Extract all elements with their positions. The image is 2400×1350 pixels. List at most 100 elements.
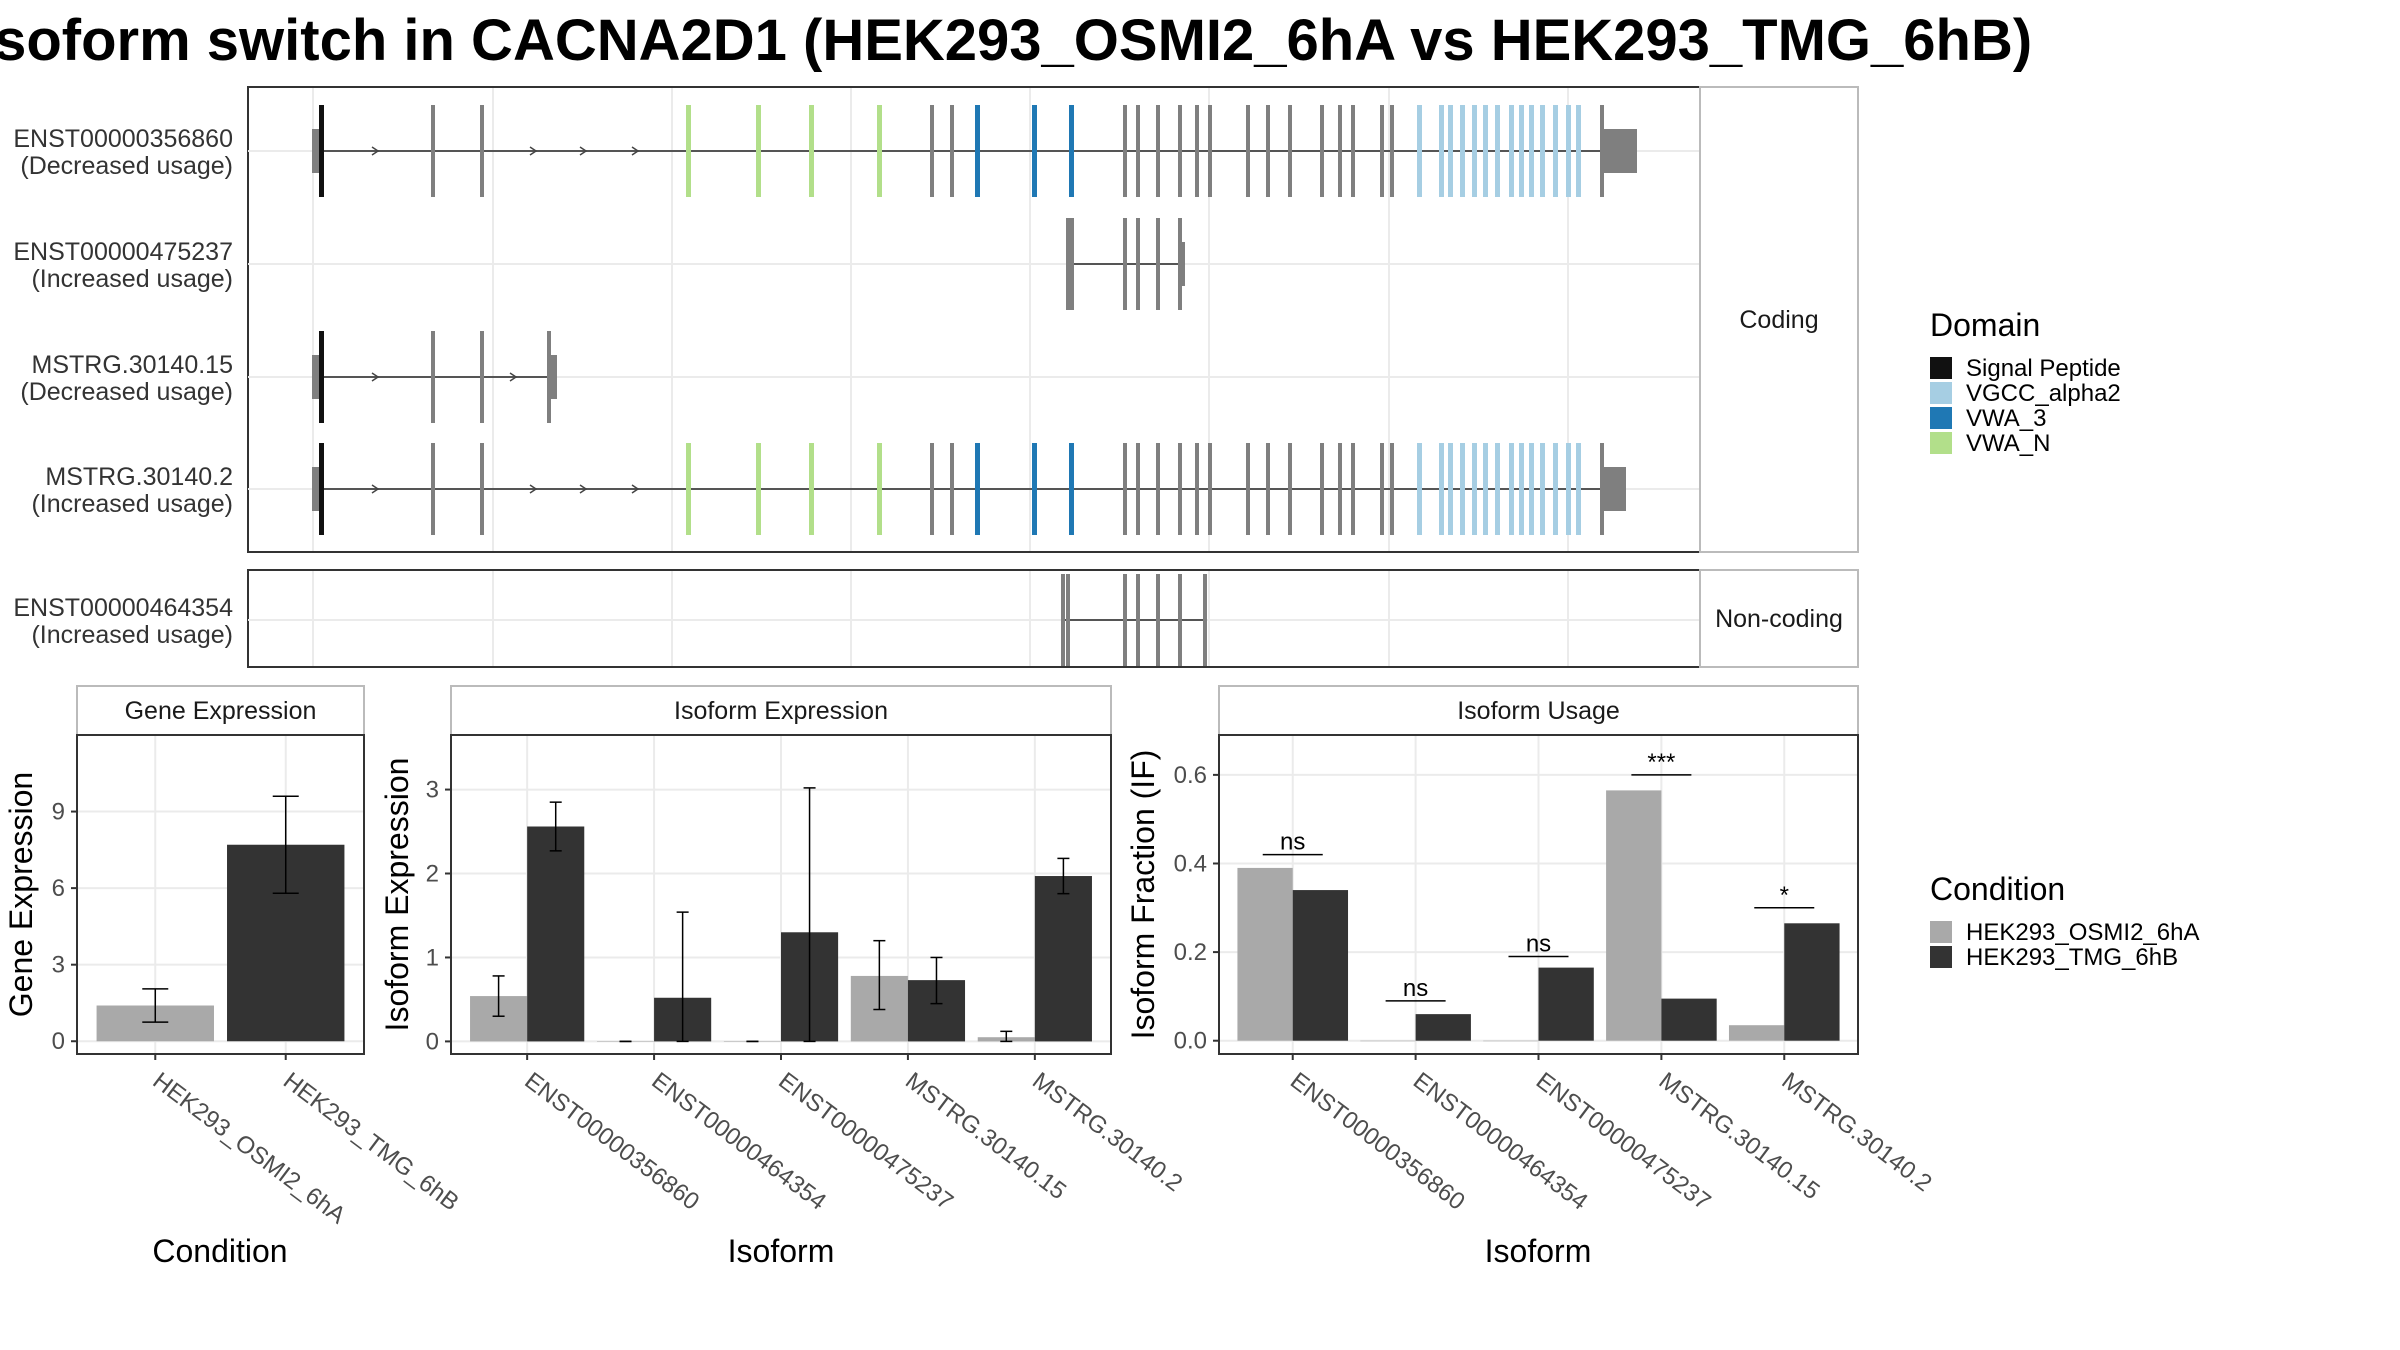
bar [1292,890,1349,1041]
exon-block [950,443,954,535]
noncoding-panel-background [247,569,1701,668]
exon-block [1529,443,1534,535]
coding-strip [1699,86,1859,553]
exon-block [1156,574,1160,666]
strand-arrow [579,484,588,494]
exon-block [480,443,484,535]
y-tick-label: 3 [52,952,65,979]
utr-block [312,129,320,173]
exon-block [431,443,435,535]
strand-arrow [529,146,538,156]
exon-block [1266,443,1270,535]
exon-block [1553,105,1558,197]
strand-arrow [631,146,640,156]
signal-peptide-exon [319,331,324,423]
condition-legend-swatch [1930,921,1952,943]
noncoding-panel-grid [248,571,1700,666]
exon-block [1195,443,1199,535]
significance-label: ns [1526,931,1551,958]
exon-block [809,443,814,535]
domain-legend-swatch [1930,357,1952,379]
strand-arrow [529,484,538,494]
utr-block [549,355,557,399]
transcript-id-label: ENST00000356860 [13,125,233,153]
exon-block [1156,105,1160,197]
condition-legend-swatch [1930,946,1952,968]
coding-transcript-panel: Coding [247,86,1859,553]
figure-title: Isoform switch in CACNA2D1 (HEK293_OSMI2… [0,8,2032,73]
strand-arrow [509,372,518,382]
exon-block [1069,105,1074,197]
y-tick-label: 2 [426,861,439,888]
y-tick-label: 6 [52,875,65,902]
y-tick-label: 0 [52,1028,65,1055]
y-tick-label: 0 [426,1028,439,1055]
exon-block [1156,443,1160,535]
exon-block [1195,105,1199,197]
exon-block [1136,218,1140,310]
exon-block [1032,105,1037,197]
noncoding-transcript-panel: Non-coding [247,569,1859,668]
exon-block [809,105,814,197]
exon-block [1066,574,1070,666]
bar [1661,998,1717,1041]
noncoding-strip [1699,569,1859,668]
domain-legend-swatch [1930,407,1952,429]
chart-panel-border [76,734,365,1055]
exon-block [1178,443,1182,535]
coding-transcript-tracks [312,105,1637,535]
exon-block [1540,105,1545,197]
y-axis-title: Isoform Fraction (IF) [1125,750,1161,1040]
exon-block [1178,574,1182,666]
exon-block [1380,443,1384,535]
exon-block [756,443,761,535]
exon-block [756,105,761,197]
significance-label: *** [1647,749,1675,776]
isoform-expression-chart: Isoform Expression0123ENST00000356860ENS… [379,685,1187,1269]
exon-block [1472,105,1477,197]
coding-strip-label: Coding [1739,306,1818,334]
exon-block [1448,105,1453,197]
exon-block [1156,218,1160,310]
exon-block [1032,443,1037,535]
transcript-id-label: ENST00000464354 [13,594,233,622]
exon-block [1320,105,1324,197]
transcript-usage-label: (Increased usage) [31,265,233,293]
y-tick-label: 9 [52,799,65,826]
exon-block [1519,105,1524,197]
chart-strip-title: Gene Expression [125,697,317,725]
y-tick-label: 1 [426,944,439,971]
exon-block [431,331,435,423]
x-axis-title: Isoform [728,1233,835,1269]
exon-block [1495,443,1500,535]
exon-block [877,443,882,535]
exon-block [480,105,484,197]
exon-block [1351,443,1355,535]
exon-block [1390,443,1394,535]
condition-legend-title: Condition [1930,871,2065,907]
exon-block [1338,105,1342,197]
exon-block [1203,574,1207,666]
transcript-usage-label: (Decreased usage) [20,378,233,406]
exon-block [1460,443,1465,535]
transcript-usage-label: (Increased usage) [31,621,233,649]
exon-block [1136,574,1140,666]
transcript-usage-label: (Increased usage) [31,490,233,518]
exon-block [686,105,691,197]
exon-block [1439,105,1444,197]
exon-block [1600,105,1604,197]
exon-block [1208,443,1212,535]
coding-panel-background [247,86,1701,553]
exon-block [1380,105,1384,197]
signal-peptide-exon [319,443,324,535]
bar [1606,790,1662,1041]
transcript-labels: ENST00000356860 (Decreased usage) ENST0000… [13,125,233,649]
noncoding-transcript-tracks [1061,574,1207,666]
exon-block [1123,574,1127,666]
exon-block [1123,218,1127,310]
exon-block [1061,574,1065,666]
exon-block [877,105,882,197]
